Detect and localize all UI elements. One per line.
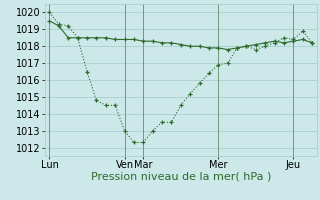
X-axis label: Pression niveau de la mer( hPa ): Pression niveau de la mer( hPa ) — [91, 172, 271, 182]
